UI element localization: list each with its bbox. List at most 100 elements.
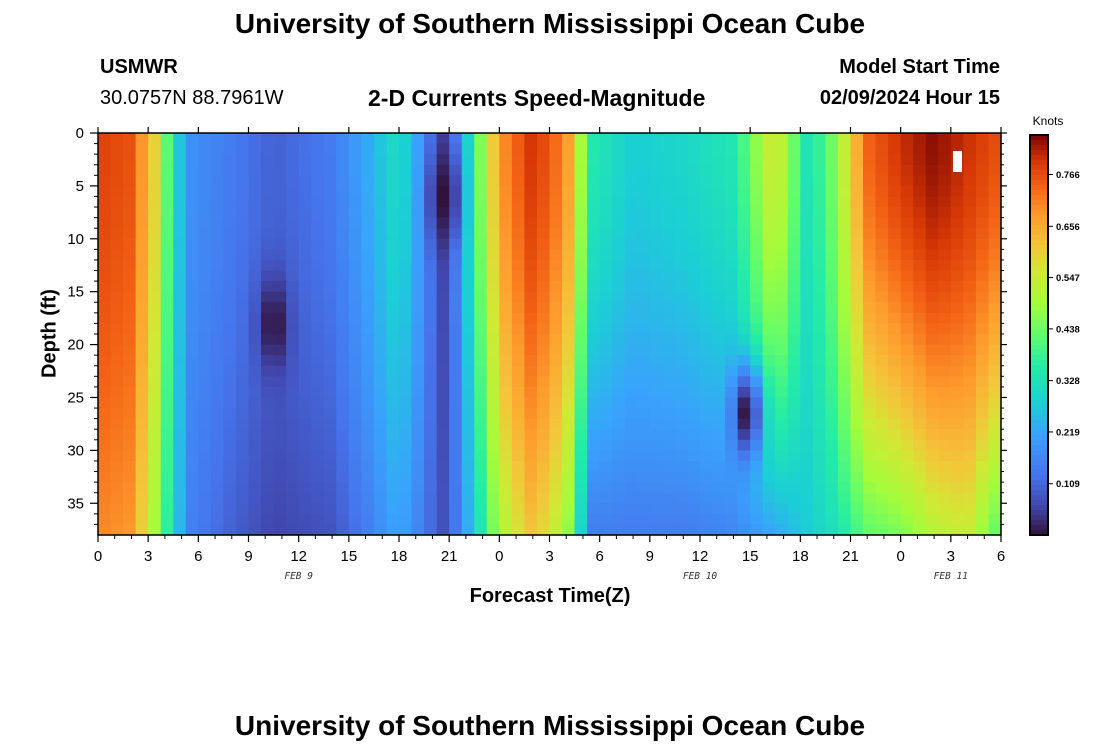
- heatmap-cell: [850, 397, 864, 409]
- heatmap-cell: [474, 154, 488, 166]
- heatmap-cell: [900, 429, 914, 441]
- heatmap-cell: [323, 482, 337, 494]
- heatmap-cell: [148, 376, 162, 388]
- heatmap-cell: [837, 207, 852, 219]
- heatmap-cell: [411, 281, 425, 293]
- heatmap-cell: [938, 376, 952, 388]
- heatmap-cell: [223, 133, 237, 145]
- heatmap-cell: [599, 281, 613, 293]
- heatmap-cell: [424, 503, 438, 515]
- heatmap-cell: [361, 281, 375, 293]
- heatmap-cell: [975, 196, 990, 208]
- heatmap-cell: [123, 281, 137, 293]
- heatmap-cell: [800, 281, 814, 293]
- heatmap-cell: [261, 439, 275, 451]
- heatmap-cell: [687, 270, 701, 282]
- heatmap-cell: [223, 344, 237, 356]
- heatmap-cell: [273, 513, 287, 526]
- heatmap-cell: [900, 460, 914, 473]
- heatmap-cell: [261, 513, 275, 526]
- heatmap-cell: [988, 196, 1002, 208]
- heatmap-cell: [386, 334, 400, 346]
- heatmap-cell: [286, 418, 300, 430]
- heatmap-cell: [411, 397, 425, 409]
- heatmap-cell: [198, 482, 212, 494]
- heatmap-cell: [988, 154, 1002, 166]
- heatmap-cell: [775, 249, 789, 261]
- heatmap-cell: [98, 196, 112, 208]
- heatmap-cell: [737, 365, 751, 377]
- heatmap-cell: [424, 524, 438, 536]
- heatmap-cell: [210, 482, 225, 494]
- heatmap-cell: [712, 143, 726, 155]
- x-tick-label: 3: [144, 548, 152, 565]
- heatmap-cell: [737, 513, 751, 526]
- heatmap-cell: [411, 513, 425, 526]
- station-id: USMWR: [100, 56, 178, 78]
- heatmap-cell: [888, 429, 902, 441]
- heatmap-cell: [800, 344, 814, 356]
- heatmap-cell: [750, 217, 764, 229]
- heatmap-cell: [825, 196, 839, 208]
- heatmap-cell: [123, 249, 137, 261]
- heatmap-cell: [235, 291, 250, 303]
- heatmap-cell: [524, 291, 538, 303]
- heatmap-cell: [373, 471, 388, 483]
- heatmap-cell: [273, 344, 287, 356]
- heatmap-cell: [938, 492, 952, 504]
- heatmap-cell: [938, 386, 952, 399]
- heatmap-cell: [800, 492, 814, 504]
- heatmap-cell: [235, 259, 250, 272]
- heatmap-cell: [486, 439, 500, 451]
- heatmap-cell: [737, 450, 751, 462]
- heatmap-cell: [361, 439, 375, 451]
- heatmap-cell: [424, 143, 438, 155]
- heatmap-cell: [411, 524, 425, 536]
- heatmap-cell: [499, 323, 513, 335]
- heatmap-cell: [863, 196, 877, 208]
- heatmap-cell: [624, 386, 638, 399]
- heatmap-cell: [524, 196, 538, 208]
- heatmap-cell: [938, 503, 952, 515]
- heatmap-cell: [399, 439, 413, 451]
- heatmap-cell: [411, 185, 425, 198]
- heatmap-cell: [135, 228, 149, 240]
- heatmap-cell: [210, 281, 225, 293]
- heatmap-cell: [888, 259, 902, 272]
- heatmap-cell: [587, 503, 601, 515]
- heatmap-cell: [587, 238, 601, 250]
- colorbar-segment: [1030, 295, 1048, 301]
- colorbar-segment: [1030, 225, 1048, 231]
- colorbar-segment: [1030, 175, 1048, 181]
- heatmap-cell: [311, 355, 325, 367]
- heatmap-cell: [474, 196, 488, 208]
- heatmap-cell: [436, 503, 450, 515]
- heatmap-cell: [649, 249, 663, 261]
- heatmap-cell: [210, 365, 225, 377]
- heatmap-cell: [536, 259, 551, 272]
- heatmap-cell: [850, 154, 864, 166]
- heatmap-cell: [888, 376, 902, 388]
- heatmap-cell: [98, 365, 112, 377]
- heatmap-cell: [700, 408, 714, 420]
- heatmap-cell: [198, 429, 212, 441]
- heatmap-cell: [624, 365, 638, 377]
- heatmap-cell: [399, 196, 413, 208]
- heatmap-cell: [775, 450, 789, 462]
- heatmap-cell: [938, 471, 952, 483]
- heatmap-cell: [210, 323, 225, 335]
- heatmap-cell: [185, 259, 199, 272]
- heatmap-cell: [474, 439, 488, 451]
- heatmap-cell: [863, 355, 877, 367]
- heatmap-cell: [311, 524, 325, 536]
- heatmap-cell: [486, 164, 500, 176]
- heatmap-cell: [210, 217, 225, 229]
- heatmap-cell: [110, 418, 124, 430]
- heatmap-cell: [775, 482, 789, 494]
- heatmap-cell: [888, 386, 902, 399]
- heatmap-cell: [737, 429, 751, 441]
- heatmap-cell: [700, 238, 714, 250]
- heatmap-cell: [725, 175, 739, 187]
- heatmap-cell: [913, 365, 927, 377]
